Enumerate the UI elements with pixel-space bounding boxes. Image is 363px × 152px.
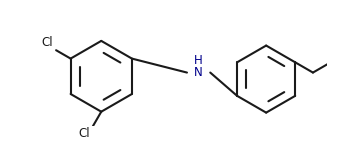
Text: N: N [194, 66, 203, 79]
Text: Cl: Cl [42, 36, 53, 49]
Text: Cl: Cl [78, 127, 90, 140]
Text: H: H [194, 54, 203, 67]
